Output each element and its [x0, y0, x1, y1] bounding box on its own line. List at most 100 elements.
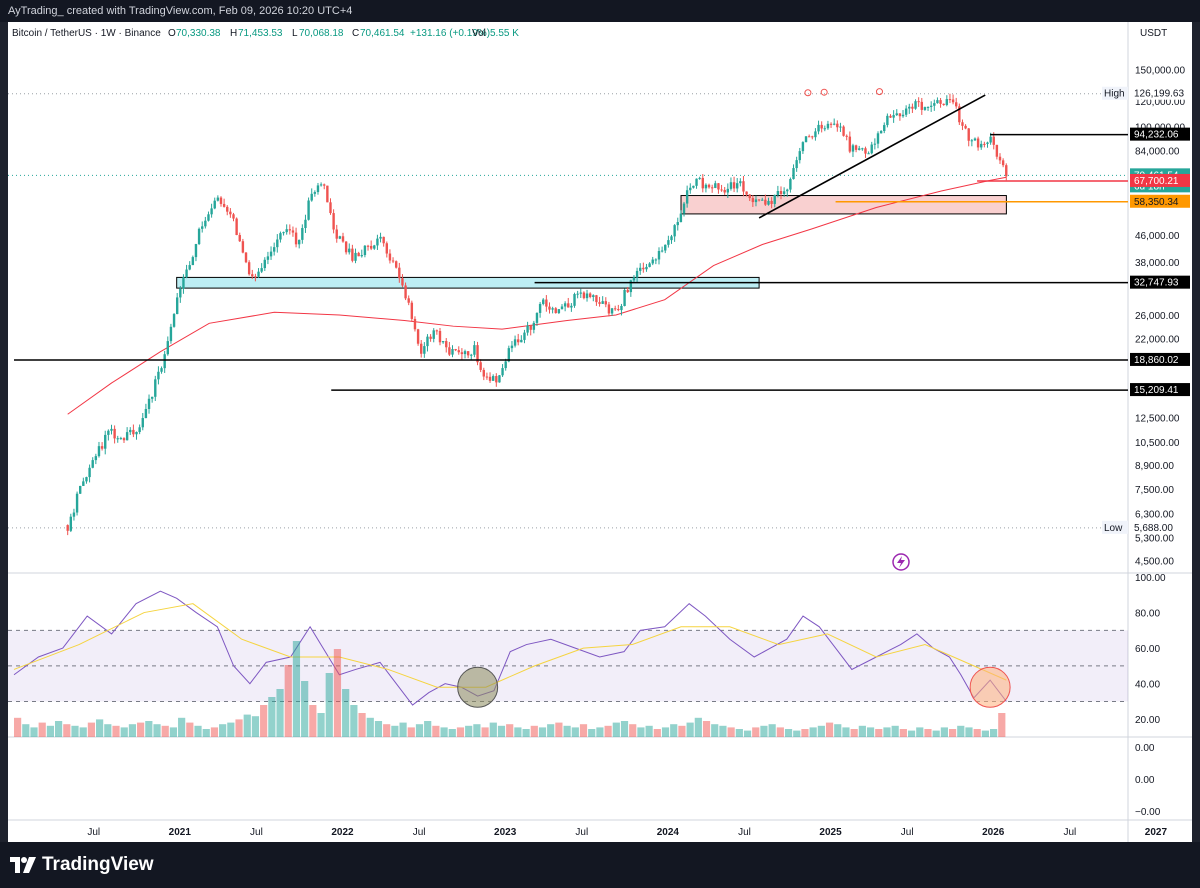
candle-body	[482, 369, 485, 377]
candle-body	[804, 136, 808, 143]
candle-body	[698, 177, 701, 179]
volume-bar	[506, 724, 514, 737]
volume-bar	[219, 724, 227, 737]
candle-body	[901, 114, 905, 117]
legend: Bitcoin / TetherUS · 1W · Binance O 70,3…	[12, 28, 519, 39]
candle-body	[316, 185, 320, 193]
price-tick: 10,500.00	[1135, 438, 1180, 449]
volume-bar	[251, 716, 260, 737]
candle-body	[410, 302, 414, 319]
candle-body	[879, 130, 883, 134]
volume-bar	[727, 727, 735, 737]
volume-bar	[637, 727, 645, 737]
candle-body	[873, 143, 877, 145]
price-tick: 8,900.00	[1135, 461, 1174, 472]
candle-body	[416, 329, 420, 344]
chart-frame[interactable]: 100.00 80.00 60.00 40.00 20.00 0.00 0.00 −0.00…	[8, 22, 1192, 842]
candle-body	[942, 103, 945, 105]
volume-bar	[161, 725, 169, 737]
candle-body	[673, 225, 676, 237]
candle-body	[150, 396, 154, 399]
candle-body	[213, 200, 216, 209]
candle-body	[964, 125, 967, 129]
volume-bar	[30, 727, 38, 737]
volume-bar	[530, 725, 538, 737]
volume-bar	[629, 724, 637, 737]
candle-body	[704, 184, 708, 189]
volume-bar	[243, 714, 251, 737]
candle-body	[754, 199, 758, 203]
candle-body	[1001, 160, 1005, 166]
candle-body	[563, 303, 567, 307]
candle-body	[326, 185, 329, 203]
candle-body	[94, 456, 98, 461]
candle-body	[660, 250, 664, 252]
candle-body	[645, 266, 648, 270]
lightning-icon[interactable]	[892, 553, 910, 571]
candle-body	[357, 252, 360, 257]
price-label-bg	[1130, 194, 1190, 208]
volume-bar	[670, 724, 678, 737]
volume-bar	[63, 724, 71, 737]
time-tick: Jul	[250, 827, 263, 838]
candle-body	[864, 148, 867, 154]
volume-bar	[514, 727, 522, 737]
candle-body	[269, 251, 273, 257]
volume-bar	[391, 725, 399, 737]
candle-body	[207, 214, 210, 221]
candle-body	[401, 278, 404, 286]
price-label-bg	[1130, 520, 1190, 534]
candle-body	[445, 341, 448, 348]
candle-body	[970, 140, 974, 142]
candle-body	[926, 106, 930, 108]
attribution-text: AyTrading_ created with TradingView.com,…	[8, 5, 353, 17]
candle-body	[613, 308, 617, 310]
candle-body	[898, 113, 902, 117]
time-tick: 2023	[494, 827, 517, 838]
candle-body	[388, 253, 392, 261]
legend-low-label: L	[292, 28, 298, 39]
chart-canvas[interactable]: 100.00 80.00 60.00 40.00 20.00 0.00 0.00 −0.00…	[8, 22, 1192, 842]
volume-bar	[899, 729, 907, 737]
candle-body	[341, 236, 345, 242]
candle-body	[761, 199, 764, 201]
candle-body	[125, 432, 129, 441]
candle-body	[951, 99, 955, 103]
candle-body	[354, 252, 357, 261]
candle-body	[454, 349, 457, 351]
price-label-tag: High	[1104, 89, 1125, 100]
volume-bar	[776, 727, 784, 737]
legend-close-label: C	[352, 28, 359, 39]
candle-body	[473, 345, 476, 355]
candle-body	[795, 160, 798, 169]
candle-body	[582, 292, 586, 299]
volume-tick: 0.00	[1135, 775, 1155, 786]
candle-body	[476, 345, 479, 363]
volume-bar	[957, 725, 965, 737]
candle-body	[592, 295, 595, 298]
candle-body	[742, 181, 745, 192]
volume-bar	[678, 725, 686, 737]
volume-bar	[407, 727, 415, 737]
volume-bar	[333, 649, 342, 737]
price-label: 32,747.93	[1134, 278, 1179, 289]
volume-bar	[735, 729, 743, 737]
price-label-tag-bg	[1102, 86, 1128, 100]
volume-bar	[916, 727, 924, 737]
volume-bar	[538, 727, 547, 737]
tradingview-logo[interactable]: TradingView	[10, 854, 154, 876]
candle-body	[751, 198, 755, 203]
candle-body	[980, 143, 983, 148]
candle-body	[782, 191, 786, 194]
volume-bar	[801, 729, 809, 737]
legend-symbol: Bitcoin / TetherUS · 1W · Binance	[12, 28, 161, 39]
candle-body	[404, 285, 407, 299]
volume-bar	[38, 722, 46, 737]
volume-bar	[489, 722, 497, 737]
pivot-marker	[820, 88, 828, 96]
candle-body	[548, 306, 551, 310]
candle-body	[717, 183, 720, 190]
candle-body	[945, 99, 949, 105]
volume-bar	[87, 722, 96, 737]
candle-body	[310, 193, 313, 201]
